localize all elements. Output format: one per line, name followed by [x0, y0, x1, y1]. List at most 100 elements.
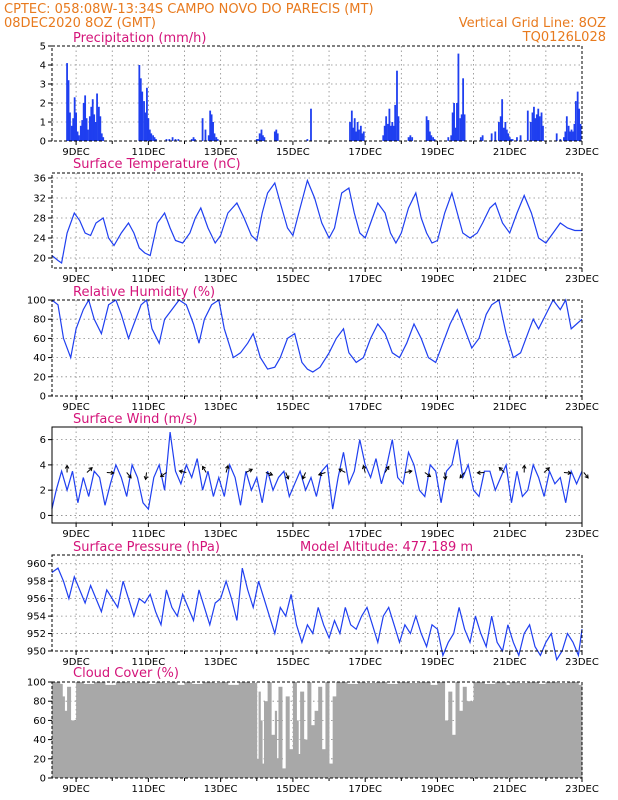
- x-tick-label: 15DEC: [276, 402, 310, 413]
- wind-arrow-shaft: [265, 472, 273, 476]
- x-tick-label: 19DEC: [421, 529, 455, 540]
- cloud-cover-bar: [527, 682, 540, 778]
- cloud-cover-bar: [516, 682, 529, 778]
- wind-arrow-head: [426, 473, 432, 478]
- precipitation-bar: [533, 106, 535, 141]
- x-tick-label: 9DEC: [62, 402, 89, 413]
- precipitation-bar: [276, 133, 279, 141]
- precipitation-bar: [535, 114, 538, 141]
- y-tick-label: 24: [33, 234, 46, 245]
- cloud-cover-bar: [62, 696, 65, 778]
- wind-arrow-head: [178, 469, 183, 474]
- precipitation-bar: [153, 137, 156, 141]
- series-line: [51, 298, 583, 373]
- precipitation-bar: [570, 129, 573, 141]
- precipitation-bar: [100, 133, 103, 141]
- wind-arrow-head: [317, 471, 323, 476]
- wind-arrow-shaft: [318, 472, 326, 476]
- precipitation-bar: [497, 122, 500, 141]
- precipitation-bar: [457, 53, 460, 141]
- wind-arrow-head: [476, 470, 481, 475]
- cloud-cover-bar: [59, 683, 63, 778]
- wind-arrow-head: [338, 468, 343, 473]
- precipitation-bar: [540, 112, 543, 141]
- precipitation-bar: [391, 122, 394, 141]
- y-tick-label: 1: [40, 118, 46, 129]
- precipitation-bar: [148, 129, 151, 141]
- precipitation-bar: [209, 110, 212, 141]
- cloud-cover-bar: [397, 682, 409, 778]
- wind-arrow-head: [285, 475, 290, 480]
- cloud-cover-bar: [126, 682, 138, 778]
- precipitation-bar: [255, 139, 258, 141]
- precipitation-bar: [94, 122, 97, 141]
- wind-arrow-shaft: [404, 470, 412, 473]
- x-tick-label: 15DEC: [276, 784, 310, 795]
- y-tick-label: 60: [33, 334, 46, 345]
- precipitation-bar: [505, 129, 508, 141]
- wind-arrow-head: [301, 475, 306, 480]
- wind-arrow-shaft: [145, 472, 148, 480]
- wind-arrow-shaft: [202, 466, 207, 473]
- x-tick-label: 15DEC: [276, 274, 310, 285]
- precipitation-bar: [96, 93, 98, 141]
- wind-arrow-shaft: [444, 472, 447, 480]
- y-tick-label: 0: [40, 774, 46, 785]
- x-tick-label: 11DEC: [132, 147, 166, 158]
- panel-frame: [51, 172, 583, 269]
- precipitation-bar: [192, 137, 195, 141]
- precipitation-bar: [93, 114, 96, 141]
- precipitation-bar: [139, 78, 142, 141]
- y-tick-label: 6: [40, 435, 46, 446]
- x-tick-label: 21DEC: [493, 784, 527, 795]
- precipitation-bar: [262, 135, 264, 141]
- x-tick-label: 13DEC: [204, 657, 238, 668]
- y-tick-label: 950: [27, 647, 46, 658]
- wind-arrow-head: [88, 467, 93, 472]
- x-tick-label: 9DEC: [62, 784, 89, 795]
- precipitation-bar: [356, 122, 359, 141]
- pressure-panel: Surface Pressure (hPa) Model Altitude: 4…: [27, 540, 599, 668]
- x-tick-label: 21DEC: [493, 657, 527, 668]
- precipitation-bar: [407, 137, 410, 141]
- y-tick-label: 956: [27, 594, 46, 605]
- precipitation-bar: [165, 139, 168, 141]
- precipitation-bar: [392, 125, 395, 141]
- x-tick-label: 21DEC: [493, 529, 527, 540]
- precipitation-bar: [75, 112, 78, 141]
- cloud-cover-bar: [289, 749, 294, 778]
- precipitation-bar: [141, 91, 144, 141]
- precipitation-bar: [362, 131, 365, 141]
- wind-arrow-head: [64, 464, 70, 469]
- wind-arrow-head: [498, 466, 503, 472]
- precipitation-bar: [216, 139, 219, 141]
- precipitation-bar: [146, 87, 148, 141]
- x-tick-label: 13DEC: [204, 784, 238, 795]
- precipitation-bar: [310, 108, 312, 141]
- x-tick-label: 19DEC: [421, 657, 455, 668]
- humidity-title: Relative Humidity (%): [73, 285, 215, 300]
- x-tick-label: 23DEC: [565, 274, 599, 285]
- precipitation-bar: [174, 139, 177, 141]
- precipitation-bar: [150, 133, 153, 141]
- precipitation-bar: [511, 139, 514, 141]
- cloud-cover-bar: [51, 682, 57, 778]
- humidity-panel: Relative Humidity (%) 0 20 40 60 80 100 9DEC 11…: [27, 285, 599, 413]
- cloud-cover-bar: [538, 683, 547, 778]
- precipitation-bar: [102, 137, 105, 141]
- cloud-cover-bar: [56, 682, 61, 778]
- cloud-cover-bar: [155, 682, 164, 778]
- y-tick-label: 60: [33, 716, 46, 727]
- precipitation-bar: [306, 139, 309, 141]
- precipitation-bar: [87, 129, 89, 141]
- cloud-cover-bar: [386, 683, 399, 778]
- cloud-cover-bar: [444, 720, 449, 778]
- precipitation-bar: [490, 133, 493, 141]
- cloud-cover-bar: [238, 682, 250, 778]
- cloud-cover-bar: [256, 758, 259, 778]
- x-tick-label: 17DEC: [348, 529, 382, 540]
- y-tick-label: 958: [27, 577, 46, 588]
- x-tick-label: 17DEC: [348, 274, 382, 285]
